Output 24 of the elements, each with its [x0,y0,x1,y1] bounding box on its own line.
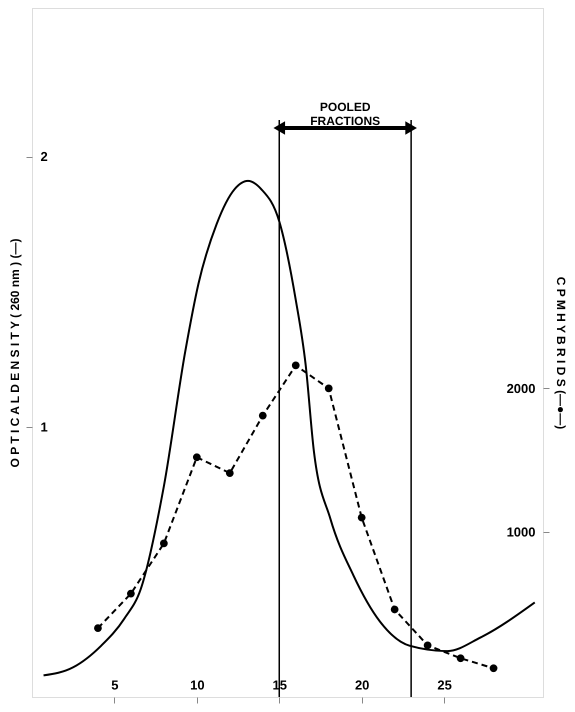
x-tick-label: 5 [111,678,119,692]
point [490,664,498,672]
point [424,641,432,650]
y-tick-label: 1 [40,419,48,434]
point [390,606,399,614]
y2-tick-label: 2000 [506,380,536,396]
y-tick-label: 2 [40,149,48,164]
x-tick-label: 10 [190,678,205,692]
point [324,384,333,392]
point [258,412,267,420]
y2-tick-label: 1000 [506,524,536,540]
point [358,514,366,522]
point [292,362,300,370]
x-tick-label: 20 [354,678,370,692]
y2-axis-title: C P M H Y B R I D S (—●—) [554,276,568,430]
y-axis-title: O P T I C A L D E N S I T Y ( 260 nm ) (—) [8,238,22,468]
annotation: POOLED FRACTIONS [310,100,380,128]
point [94,624,102,632]
point [192,453,201,462]
point [160,540,168,548]
point [226,469,234,477]
point [127,590,135,598]
point [456,654,464,662]
x-tick-label: 25 [437,678,452,692]
